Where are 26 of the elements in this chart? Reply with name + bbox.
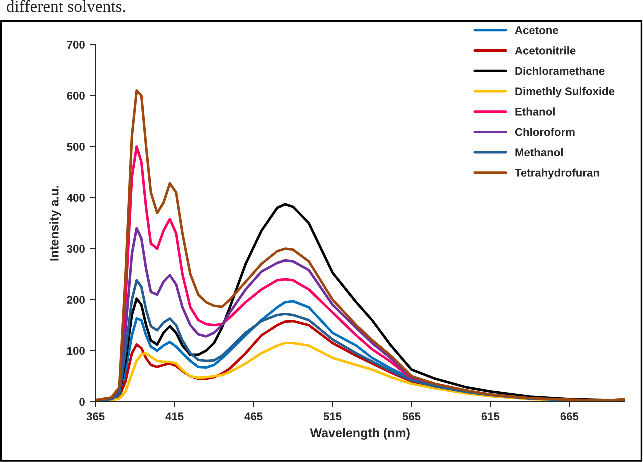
legend-label: Chloroform bbox=[515, 128, 575, 136]
y-tick-label: 700 bbox=[67, 41, 85, 49]
legend-label: Ethanol bbox=[516, 108, 555, 116]
x-tick-label: 515 bbox=[324, 412, 342, 421]
y-tick-label: 400 bbox=[67, 194, 85, 202]
x-tick-label: 665 bbox=[560, 412, 579, 421]
x-tick-label: 415 bbox=[166, 412, 184, 421]
text: different solvents. bbox=[7, 0, 126, 12]
legend-label: Tetrahydrofuran bbox=[515, 168, 600, 180]
y-tick-label: 0 bbox=[80, 398, 85, 406]
x-tick-label: 565 bbox=[402, 412, 421, 421]
legend-label: Dichloramethane bbox=[516, 66, 605, 76]
y-tick-label: 200 bbox=[67, 296, 85, 304]
y-tick-label: 600 bbox=[67, 92, 85, 100]
y-tick-label: 300 bbox=[67, 245, 85, 254]
legend-label: Dimethly Sulfoxide bbox=[516, 87, 615, 98]
y-tick-label: 500 bbox=[67, 143, 85, 151]
x-tick-label: 615 bbox=[482, 412, 500, 421]
legend-label: Acetonitrile bbox=[515, 46, 576, 55]
x-axis-title: Wavelength (nm) bbox=[310, 428, 410, 440]
y-axis-title: Intensity a.u. bbox=[50, 186, 62, 261]
y-tick-label: 100 bbox=[68, 347, 85, 356]
legend-label: Acetone bbox=[515, 26, 558, 34]
legend-label: Methanol bbox=[516, 148, 563, 157]
x-tick-label: 465 bbox=[244, 412, 263, 421]
x-tick-label: 365 bbox=[86, 412, 105, 421]
